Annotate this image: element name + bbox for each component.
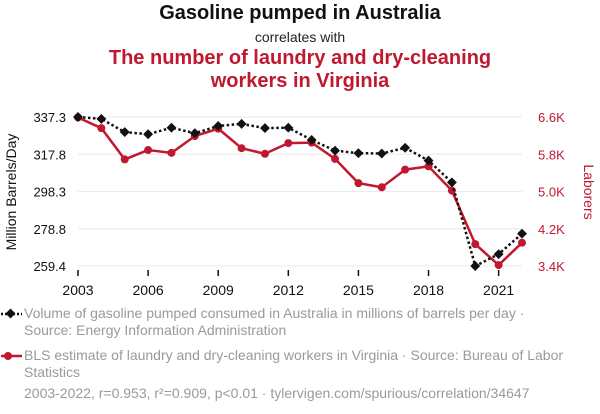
legend-item-gasoline: Volume of gasoline pumped consumed in Au… [1, 305, 564, 339]
point-gasoline-2008 [189, 128, 200, 139]
chart-title: Gasoline pumped in Australia [159, 2, 441, 24]
chart-plot-area: 337.3 317.8 298.3 278.8 259.4 6.6K 5.8K 5.0K 4.… [3, 110, 597, 298]
point-laundry-2011 [260, 149, 269, 158]
legend-item-laundry: BLS estimate of laundry and dry-cleaning… [1, 347, 564, 381]
legend-marker-dotted-diamond [1, 308, 22, 319]
secondary-title-line1: The number of laundry and dry-cleaning [108, 47, 492, 69]
point-gasoline-2006 [143, 129, 154, 140]
point-gasoline-2012 [283, 122, 294, 133]
point-gasoline-2007 [166, 122, 177, 133]
point-gasoline-2009 [213, 121, 224, 131]
right-axis: 6.6K 5.8K 5.0K 4.2K 3.4K [538, 110, 565, 274]
point-laundry-2007 [167, 148, 176, 157]
point-gasoline-2021 [493, 249, 504, 260]
point-gasoline-2015 [353, 148, 364, 159]
point-gasoline-2022 [517, 228, 527, 239]
x-axis: 2003 2006 2009 2012 2015 2018 2021 [62, 270, 514, 298]
x-tick-label-4: 2015 [343, 282, 374, 298]
point-laundry-2016 [377, 183, 386, 192]
y-tick-label-right-4: 3.4K [538, 259, 565, 274]
gridlines [78, 116, 522, 267]
secondary-title-line2: workers in Virginia [210, 70, 390, 92]
y-tick-label-left-1: 317.8 [33, 147, 66, 162]
x-tick-label-2: 2009 [203, 282, 234, 298]
legend-marker-solid-circle [1, 352, 22, 360]
point-laundry-2006 [144, 146, 153, 155]
y-tick-label-left-3: 278.8 [33, 222, 66, 237]
point-laundry-2010 [237, 144, 246, 153]
chart-secondary-title: The number of laundry and dry-cleaning w… [0, 47, 600, 93]
point-laundry-2018 [424, 162, 433, 171]
x-tick-label-6: 2021 [483, 282, 514, 298]
point-gasoline-2014 [330, 145, 341, 156]
footer-stats: 2003-2022, r=0.953, r²=0.909, p<0.01 · t… [24, 385, 530, 401]
point-laundry-2020 [471, 240, 480, 249]
legend-text-laundry: BLS estimate of laundry and dry-cleaning… [24, 347, 564, 380]
point-laundry-2015 [354, 179, 363, 188]
point-gasoline-2010 [236, 118, 247, 129]
point-gasoline-2003 [73, 112, 83, 122]
legend-text-gasoline: Volume of gasoline pumped consumed in Au… [24, 305, 525, 338]
y-tick-label-right-3: 4.2K [538, 222, 565, 237]
point-gasoline-2016 [376, 148, 387, 159]
point-gasoline-2005 [119, 127, 130, 138]
point-laundry-2012 [284, 139, 293, 148]
point-gasoline-2013 [306, 135, 317, 145]
y-tick-label-left-2: 298.3 [33, 185, 66, 200]
chart-connector-text: correlates with [254, 29, 346, 45]
x-tick-label-1: 2006 [133, 282, 164, 298]
series-layer [73, 112, 527, 271]
point-laundry-2014 [331, 154, 340, 163]
point-gasoline-2004 [96, 113, 107, 124]
point-laundry-2005 [120, 155, 129, 164]
point-laundry-2004 [97, 124, 106, 133]
left-axis: 337.3 317.8 298.3 278.8 259.4 [33, 110, 66, 274]
y-tick-label-right-1: 5.8K [538, 147, 565, 162]
x-tick-label-5: 2018 [413, 282, 444, 298]
y-tick-label-right-2: 5.0K [538, 185, 565, 200]
series-line-gasoline [77, 115, 523, 268]
x-tick-label-3: 2012 [273, 282, 304, 298]
point-laundry-2022 [518, 238, 526, 247]
point-laundry-2017 [401, 165, 410, 174]
y-tick-label-right-0: 6.6K [538, 110, 565, 125]
y-axis-label-right: Laborers [581, 164, 597, 219]
x-tick-label-0: 2003 [62, 282, 93, 298]
point-gasoline-2020 [470, 261, 481, 271]
point-gasoline-2018 [423, 155, 434, 166]
point-laundry-2021 [494, 261, 503, 270]
point-gasoline-2017 [400, 142, 411, 153]
y-tick-label-left-4: 259.4 [33, 259, 66, 274]
y-tick-label-left-0: 337.3 [33, 110, 66, 125]
point-gasoline-2011 [259, 123, 270, 134]
point-gasoline-2019 [446, 177, 457, 188]
y-axis-label-left: Million Barrels/Day [3, 134, 19, 251]
